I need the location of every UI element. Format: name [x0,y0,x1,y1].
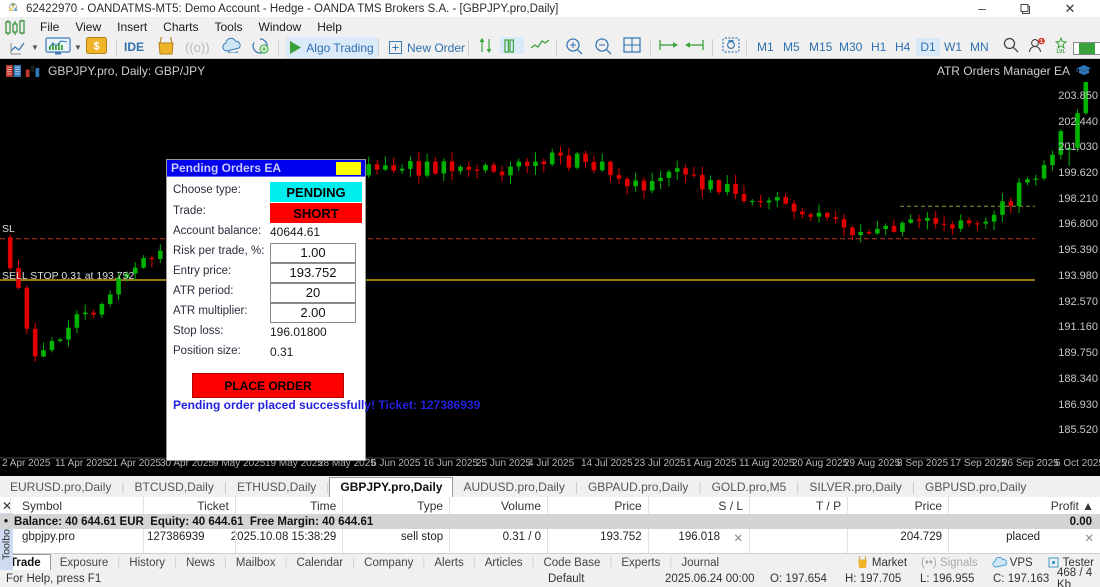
svg-text:1: 1 [1040,39,1043,45]
svg-text:LVL: LVL [1056,49,1065,53]
svg-text:$: $ [93,41,99,53]
